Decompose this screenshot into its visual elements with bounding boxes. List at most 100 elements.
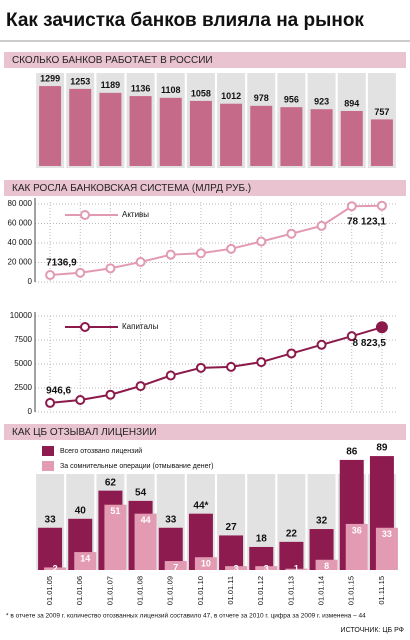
value-label: 51	[110, 506, 120, 516]
value-label: 1189	[101, 80, 121, 90]
bar	[39, 86, 62, 166]
source: ИСТОЧНИК: ЦБ РФ	[341, 627, 404, 634]
value-label: 33	[165, 514, 177, 525]
bar	[279, 541, 304, 570]
y-tick-label: 10000	[10, 311, 33, 320]
bar	[255, 566, 278, 570]
point	[105, 263, 116, 274]
bar	[345, 523, 368, 570]
section-band	[4, 424, 406, 440]
value-label: 1108	[161, 85, 181, 95]
value-label: 946,6	[46, 386, 71, 397]
bar	[310, 109, 333, 166]
bar	[370, 119, 393, 166]
point	[105, 389, 116, 400]
value-label: 36	[352, 525, 362, 535]
y-tick-label: 5000	[14, 359, 32, 368]
point	[45, 270, 56, 281]
point	[286, 228, 297, 239]
point	[286, 348, 297, 359]
section-title: КАК РОСЛА БАНКОВСКАЯ СИСТЕМА (МЛРД РУБ.)	[12, 183, 251, 194]
x-tick-label: 01.01.05	[45, 576, 54, 605]
x-tick-label: 01.01.15	[347, 576, 356, 605]
bar	[315, 559, 338, 570]
point	[45, 397, 56, 408]
bar	[249, 546, 274, 570]
bar	[285, 568, 308, 570]
value-label: 1299	[40, 73, 60, 83]
bar	[219, 535, 244, 570]
bar	[225, 566, 248, 570]
point	[256, 357, 267, 368]
page-title: Как зачистка банков влияла на рынок	[6, 10, 364, 31]
value-label: 956	[284, 95, 299, 105]
value-label: 44*	[193, 500, 208, 511]
value-label: 78 123,1	[347, 216, 386, 227]
point	[135, 257, 146, 267]
value-label: 1	[294, 563, 299, 573]
legend-marker	[80, 322, 90, 332]
x-tick-label: 01.01.13	[286, 576, 295, 605]
bar	[194, 557, 217, 570]
section-band	[4, 180, 406, 196]
x-tick-label: 01.01.06	[75, 576, 84, 605]
bar	[159, 97, 182, 166]
y-tick-label: 20 000	[8, 258, 33, 267]
value-label: 1012	[221, 91, 241, 101]
bar	[164, 561, 187, 570]
bar	[69, 88, 92, 166]
x-tick-label: 01.01.12	[256, 576, 265, 605]
x-tick-label: 01.11.15	[377, 576, 386, 605]
point	[316, 220, 327, 231]
value-label: 86	[346, 447, 358, 458]
value-label: 10	[201, 559, 211, 569]
bar	[220, 103, 243, 166]
y-tick-label: 0	[28, 277, 33, 286]
bar	[104, 504, 127, 570]
section-title: СКОЛЬКО БАНКОВ РАБОТАЕТ В РОССИИ	[12, 55, 213, 66]
bar	[280, 107, 303, 166]
line	[49, 326, 383, 404]
section-title: КАК ЦБ ОТЗЫВАЛ ЛИЦЕНЗИИ	[12, 427, 157, 438]
value-label: 7136,9	[46, 258, 77, 269]
value-label: 8 823,5	[353, 338, 387, 349]
value-label: 3	[234, 563, 239, 573]
bar	[134, 513, 157, 570]
y-tick-label: 2500	[14, 383, 32, 392]
point	[195, 248, 206, 259]
x-tick-label: 01.01.10	[196, 576, 205, 605]
value-label: 1136	[131, 83, 151, 93]
value-label: 89	[376, 443, 388, 454]
legend-label: За сомнительные операции (отмывание дене…	[60, 463, 213, 470]
point	[195, 362, 206, 373]
value-label: 14	[80, 553, 90, 563]
x-tick-label: 01.01.11	[226, 576, 235, 605]
value-label: 8	[324, 561, 329, 571]
y-tick-label: 40 000	[8, 238, 33, 247]
value-label: 40	[75, 505, 87, 516]
value-label: 22	[286, 528, 298, 539]
value-label: 894	[344, 98, 359, 108]
value-label: 757	[374, 107, 389, 117]
point	[375, 321, 388, 334]
line	[50, 204, 382, 277]
point	[75, 267, 86, 278]
value-label: 44	[141, 515, 151, 525]
bar	[340, 110, 363, 166]
value-label: 1253	[70, 76, 90, 86]
y-tick-label: 0	[28, 407, 33, 416]
legend-marker	[80, 210, 90, 220]
value-label: 33	[45, 514, 57, 525]
bar	[189, 100, 212, 166]
value-label: 54	[135, 488, 147, 499]
point	[75, 395, 86, 405]
legend-label: Активы	[122, 210, 149, 219]
value-label: 18	[256, 534, 268, 545]
footnote: * в отчете за 2009 г. количество отозван…	[6, 612, 366, 620]
point	[316, 339, 327, 350]
bar	[129, 96, 152, 166]
value-label: 923	[314, 97, 329, 107]
y-tick-label: 80 000	[8, 199, 33, 208]
point	[165, 370, 176, 381]
legend-swatch	[42, 461, 54, 471]
